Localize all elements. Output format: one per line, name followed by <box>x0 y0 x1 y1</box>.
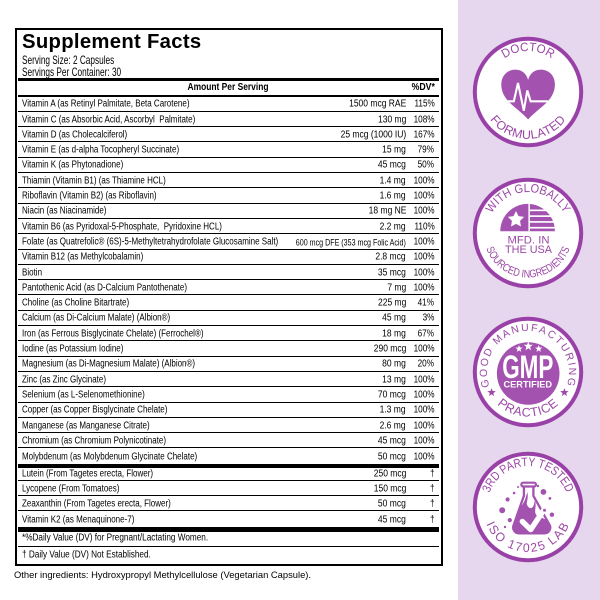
svg-text:THE USA: THE USA <box>505 244 553 256</box>
svg-text:DOCTOR: DOCTOR <box>499 40 557 61</box>
svg-text:MFD. IN: MFD. IN <box>508 235 550 247</box>
svg-text:CERTIFIED: CERTIFIED <box>504 379 553 389</box>
svg-text:GMP: GMP <box>502 349 553 385</box>
